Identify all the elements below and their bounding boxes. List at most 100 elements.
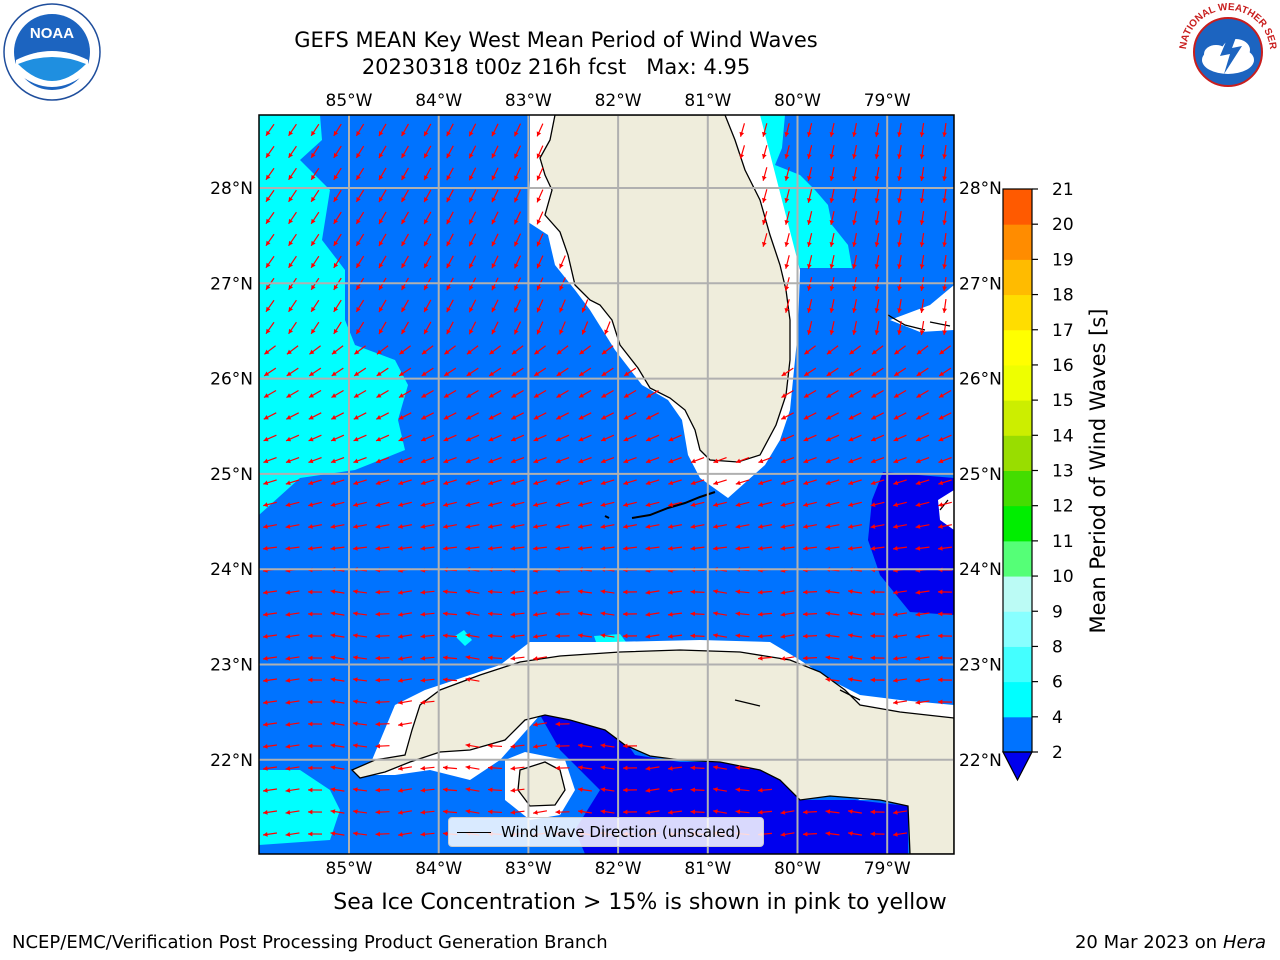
wind-arrow xyxy=(870,655,885,661)
wind-arrow xyxy=(578,501,592,507)
wind-arrow xyxy=(465,633,480,638)
wind-arrow xyxy=(762,167,768,181)
wind-arrow xyxy=(353,389,367,399)
wind-arrow xyxy=(420,501,435,507)
wind-arrow xyxy=(398,788,412,793)
wind-arrow xyxy=(937,589,953,595)
wind-arrow xyxy=(423,167,432,181)
wind-arrow xyxy=(577,765,593,770)
wind-arrow xyxy=(446,123,454,137)
colorbar-tick-label: 2 xyxy=(1052,743,1063,763)
wind-arrow xyxy=(307,545,323,551)
wind-arrow xyxy=(465,589,480,594)
lon-label-top: 82°W xyxy=(595,91,642,111)
wind-arrow xyxy=(513,255,522,269)
wind-arrow xyxy=(307,743,323,749)
wind-arrow xyxy=(780,456,795,464)
wind-arrow xyxy=(307,831,323,837)
wind-arrow xyxy=(330,765,345,770)
wind-arrow xyxy=(398,590,412,595)
wind-arrow xyxy=(262,633,278,639)
wind-arrow xyxy=(735,809,750,815)
wind-arrow xyxy=(513,145,522,159)
legend-line-icon xyxy=(457,831,491,833)
wind-arrow xyxy=(330,831,345,836)
wind-arrow xyxy=(852,211,857,225)
wind-arrow xyxy=(310,233,320,247)
wind-arrow xyxy=(919,232,925,248)
wind-arrow xyxy=(942,188,948,204)
wind-arrow xyxy=(622,743,638,749)
wind-arrow xyxy=(262,765,278,771)
wind-arrow xyxy=(852,233,857,247)
wind-arrow xyxy=(645,788,660,793)
wind-arrow xyxy=(285,700,300,705)
wind-arrow xyxy=(263,434,277,442)
lat-label-right: 27°N xyxy=(959,274,1002,294)
wind-arrow xyxy=(807,123,813,137)
wind-arrow xyxy=(600,633,615,638)
wind-arrow xyxy=(308,479,322,486)
wind-arrow xyxy=(263,412,277,420)
wind-arrow xyxy=(308,524,322,529)
wind-arrow xyxy=(532,612,548,617)
wind-arrow xyxy=(802,633,818,639)
wind-arrow xyxy=(398,700,412,705)
wind-arrow xyxy=(378,211,387,225)
wind-arrow xyxy=(829,189,835,203)
wind-arrow xyxy=(938,456,952,464)
wind-arrow xyxy=(690,787,705,793)
wind-arrow xyxy=(401,145,409,159)
wind-arrow xyxy=(556,367,569,377)
wind-arrow xyxy=(555,765,570,771)
wind-arrow xyxy=(285,501,300,507)
wind-arrow xyxy=(465,412,480,420)
wind-arrow xyxy=(288,189,297,203)
wind-arrow xyxy=(937,655,953,661)
wind-arrow xyxy=(443,434,457,442)
wind-arrow xyxy=(784,233,790,247)
colorbar-tick-label: 15 xyxy=(1052,391,1074,411)
wind-arrow xyxy=(487,611,503,617)
nodata-bahamas-e xyxy=(938,490,954,530)
wind-arrow xyxy=(915,700,930,705)
wind-arrow xyxy=(488,479,502,486)
wind-arrow xyxy=(713,765,727,770)
wind-arrow xyxy=(825,655,840,661)
wind-arrow xyxy=(713,456,727,464)
wind-arrow xyxy=(310,321,320,335)
wind-arrow xyxy=(491,123,499,137)
wind-arrow xyxy=(942,320,948,336)
wind-arrow xyxy=(690,524,705,529)
wind-arrow xyxy=(536,123,544,137)
colorbar-tick-label: 8 xyxy=(1052,637,1063,657)
wind-arrow xyxy=(600,412,615,420)
colorbar-segment xyxy=(1003,716,1032,753)
wind-arrow xyxy=(645,766,660,771)
wind-arrow xyxy=(488,434,502,442)
wind-arrow xyxy=(378,123,387,137)
wind-arrow xyxy=(263,367,277,377)
wind-arrow xyxy=(942,210,948,226)
wind-arrow xyxy=(330,479,345,486)
wind-arrow xyxy=(510,589,525,595)
lat-label-left: 25°N xyxy=(210,465,253,485)
wind-arrow xyxy=(331,345,344,355)
wind-arrow xyxy=(870,412,885,420)
wind-arrow xyxy=(690,456,705,464)
wind-arrow xyxy=(263,456,277,464)
wind-arrow xyxy=(420,589,435,595)
wind-arrow xyxy=(285,656,300,661)
wind-arrow xyxy=(893,456,907,464)
wind-arrow xyxy=(510,809,525,815)
wind-arrow xyxy=(443,389,457,399)
wind-arrow xyxy=(465,479,480,486)
wind-arrow xyxy=(378,189,387,203)
wind-arrow xyxy=(491,167,499,181)
wind-arrow xyxy=(330,699,345,704)
wind-arrow xyxy=(802,831,818,837)
wind-arrow xyxy=(331,367,344,377)
colorbar-segment xyxy=(1003,435,1032,471)
wind-arrow xyxy=(330,809,345,814)
wind-arrow xyxy=(559,299,566,313)
